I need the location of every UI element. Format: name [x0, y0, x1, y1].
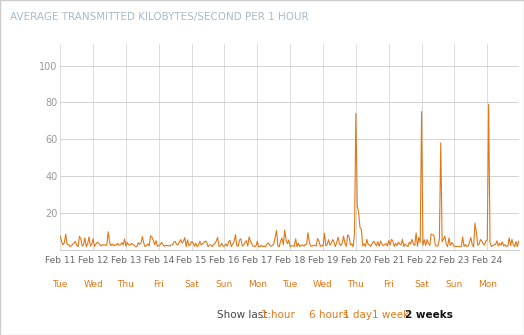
- Text: Thu: Thu: [347, 280, 364, 289]
- Text: Show last:: Show last:: [217, 310, 271, 320]
- Text: Sat: Sat: [184, 280, 199, 289]
- Text: Feb 15: Feb 15: [177, 256, 207, 265]
- Text: Sat: Sat: [414, 280, 429, 289]
- Text: Wed: Wed: [83, 280, 103, 289]
- Text: Thu: Thu: [117, 280, 134, 289]
- Text: Feb 21: Feb 21: [374, 256, 404, 265]
- Text: 1 day: 1 day: [343, 310, 372, 320]
- Text: Sun: Sun: [216, 280, 233, 289]
- Text: AVERAGE TRANSMITTED KILOBYTES/SECOND PER 1 HOUR: AVERAGE TRANSMITTED KILOBYTES/SECOND PER…: [10, 12, 309, 22]
- Text: Mon: Mon: [478, 280, 497, 289]
- Text: 1 hour: 1 hour: [261, 310, 295, 320]
- Text: Feb 17: Feb 17: [242, 256, 272, 265]
- Text: Tue: Tue: [52, 280, 68, 289]
- Text: Feb 19: Feb 19: [308, 256, 338, 265]
- Text: Feb 23: Feb 23: [439, 256, 470, 265]
- Text: Feb 14: Feb 14: [144, 256, 174, 265]
- Text: Fri: Fri: [154, 280, 164, 289]
- Text: Feb 20: Feb 20: [341, 256, 371, 265]
- Text: 6 hours: 6 hours: [309, 310, 348, 320]
- Text: Fri: Fri: [383, 280, 394, 289]
- Text: Feb 18: Feb 18: [275, 256, 305, 265]
- Text: Feb 11: Feb 11: [45, 256, 75, 265]
- Text: Feb 12: Feb 12: [78, 256, 108, 265]
- Text: Feb 16: Feb 16: [209, 256, 239, 265]
- Text: Sun: Sun: [446, 280, 463, 289]
- Text: Feb 13: Feb 13: [111, 256, 141, 265]
- Text: Feb 22: Feb 22: [407, 256, 436, 265]
- Text: Feb 24: Feb 24: [472, 256, 503, 265]
- Text: 2 weeks: 2 weeks: [405, 310, 453, 320]
- Text: Mon: Mon: [248, 280, 267, 289]
- Text: 1 week: 1 week: [372, 310, 409, 320]
- Text: Wed: Wed: [313, 280, 333, 289]
- Text: Tue: Tue: [282, 280, 298, 289]
